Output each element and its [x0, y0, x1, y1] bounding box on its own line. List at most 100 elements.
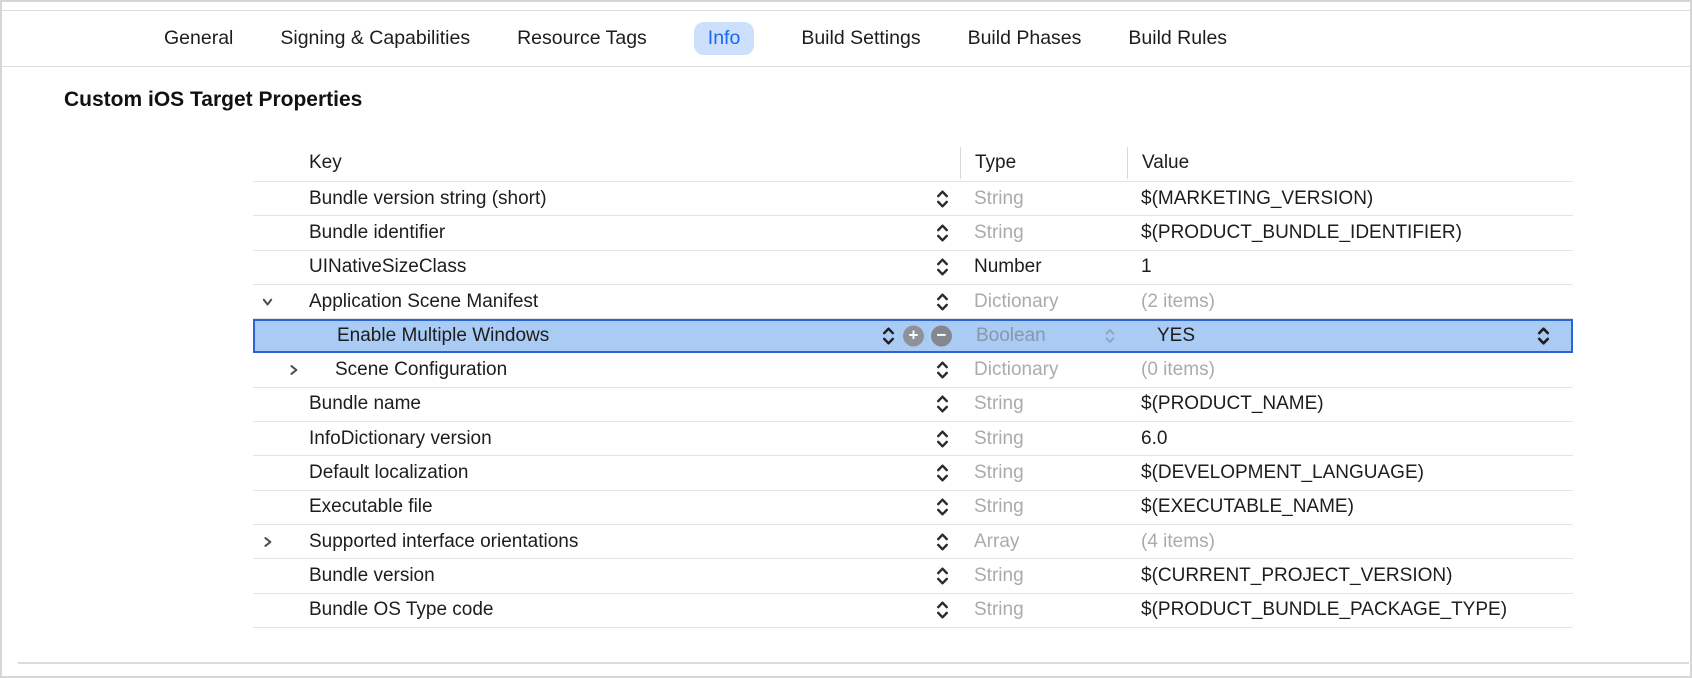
key-cell: Application Scene Manifest	[253, 285, 960, 318]
value-cell[interactable]: $(PRODUCT_BUNDLE_IDENTIFIER)	[1127, 216, 1573, 249]
type-cell[interactable]: Dictionary	[960, 285, 1127, 318]
key-cell: Bundle version string (short)	[253, 182, 960, 215]
table-row[interactable]: InfoDictionary version String 6.0	[253, 422, 1573, 457]
key-label: InfoDictionary version	[309, 427, 492, 449]
type-cell[interactable]: String	[960, 422, 1127, 455]
type-label: String	[974, 221, 1024, 243]
disclosure-collapsed-icon[interactable]	[287, 364, 300, 377]
type-label: String	[974, 462, 1024, 484]
value-cell[interactable]: $(DEVELOPMENT_LANGUAGE)	[1127, 456, 1573, 489]
table-row[interactable]: Scene Configuration Dictionary (0 items)	[253, 353, 1573, 388]
row-controls	[935, 463, 950, 484]
type-label: Dictionary	[974, 290, 1059, 312]
value-cell[interactable]: $(PRODUCT_NAME)	[1127, 388, 1573, 421]
type-label: String	[974, 564, 1024, 586]
table-row[interactable]: Executable file String $(EXECUTABLE_NAME)	[253, 490, 1573, 525]
table-row[interactable]: Application Scene Manifest Dictionary (2 i…	[253, 284, 1573, 320]
key-label: UINativeSizeClass	[309, 256, 467, 278]
tab-signing-capabilities[interactable]: Signing & Capabilities	[280, 27, 471, 49]
value-stepper-icon[interactable]	[935, 291, 950, 312]
table-row[interactable]: Default localization String $(DEVELOPMENT_…	[253, 456, 1573, 491]
tab-general[interactable]: General	[164, 27, 234, 49]
type-cell[interactable]: Boolean	[962, 321, 1129, 351]
add-row-button[interactable]: +	[903, 325, 924, 347]
tab-bar: General Signing & Capabilities Resource Ta…	[0, 10, 1692, 67]
value-stepper-icon[interactable]	[935, 394, 950, 415]
column-header-key: Key	[309, 151, 342, 173]
key-label: Executable file	[309, 496, 433, 518]
value-stepper-icon[interactable]	[935, 257, 950, 278]
key-label: Enable Multiple Windows	[337, 325, 550, 347]
value-cell[interactable]: $(PRODUCT_BUNDLE_PACKAGE_TYPE)	[1127, 594, 1573, 627]
value-popup-chevron-icon[interactable]	[1536, 326, 1551, 347]
key-cell: Default localization	[253, 456, 960, 489]
type-cell[interactable]: String	[960, 182, 1127, 215]
value-label: 6.0	[1141, 427, 1168, 449]
key-label: Supported interface orientations	[309, 530, 579, 552]
table-row[interactable]: Bundle identifier String $(PRODUCT_BUNDLE_…	[253, 216, 1573, 251]
value-stepper-icon[interactable]	[935, 428, 950, 449]
value-cell[interactable]: YES	[1129, 321, 1575, 351]
table-row[interactable]: Bundle OS Type code String $(PRODUCT_BUNDL…	[253, 593, 1573, 628]
value-cell[interactable]: $(MARKETING_VERSION)	[1127, 182, 1573, 215]
table-row[interactable]: Enable Multiple Windows + − Boolean YES	[253, 319, 1575, 354]
value-label: $(EXECUTABLE_NAME)	[1141, 496, 1354, 518]
tab-build-phases[interactable]: Build Phases	[967, 27, 1082, 49]
value-label: $(DEVELOPMENT_LANGUAGE)	[1141, 462, 1424, 484]
tab-build-settings[interactable]: Build Settings	[801, 27, 921, 49]
type-popup-chevron-icon[interactable]	[1104, 328, 1116, 345]
table-row[interactable]: Bundle version String $(CURRENT_PROJECT_VE…	[253, 559, 1573, 594]
key-cell: Supported interface orientations	[253, 525, 960, 558]
row-controls	[935, 497, 950, 518]
value-stepper-icon[interactable]	[935, 360, 950, 381]
key-cell: UINativeSizeClass	[253, 251, 960, 284]
value-cell[interactable]: $(CURRENT_PROJECT_VERSION)	[1127, 559, 1573, 592]
key-cell: Scene Configuration	[253, 353, 960, 386]
type-cell[interactable]: String	[960, 216, 1127, 249]
row-controls	[935, 360, 950, 381]
table-row[interactable]: Supported interface orientations Array (4 …	[253, 524, 1573, 560]
tab-info[interactable]: Info	[693, 22, 755, 55]
disclosure-expanded-icon[interactable]	[261, 295, 274, 308]
value-stepper-icon[interactable]	[935, 222, 950, 243]
value-stepper-icon[interactable]	[935, 565, 950, 586]
value-stepper-icon[interactable]	[935, 463, 950, 484]
value-stepper-icon[interactable]	[881, 326, 896, 347]
type-cell[interactable]: String	[960, 388, 1127, 421]
value-label: $(CURRENT_PROJECT_VERSION)	[1141, 564, 1453, 586]
type-cell[interactable]: String	[960, 491, 1127, 524]
value-stepper-icon[interactable]	[935, 531, 950, 552]
column-header-value: Value	[1127, 146, 1573, 179]
type-cell[interactable]: Dictionary	[960, 353, 1127, 386]
value-label: $(MARKETING_VERSION)	[1141, 187, 1374, 209]
type-cell[interactable]: Array	[960, 525, 1127, 558]
tab-resource-tags[interactable]: Resource Tags	[517, 27, 647, 49]
type-cell[interactable]: Number	[960, 251, 1127, 284]
value-stepper-icon[interactable]	[935, 188, 950, 209]
value-cell[interactable]: (0 items)	[1127, 353, 1573, 386]
tab-build-rules[interactable]: Build Rules	[1128, 27, 1228, 49]
row-controls	[935, 188, 950, 209]
column-header-type: Type	[960, 146, 1127, 179]
table-row[interactable]: UINativeSizeClass Number 1	[253, 250, 1573, 285]
table-row[interactable]: Bundle version string (short) String $(MAR…	[253, 182, 1573, 217]
key-label: Bundle OS Type code	[309, 599, 494, 621]
type-cell[interactable]: String	[960, 594, 1127, 627]
value-stepper-icon[interactable]	[935, 497, 950, 518]
remove-row-button[interactable]: −	[931, 325, 952, 347]
table-row[interactable]: Bundle name String $(PRODUCT_NAME)	[253, 387, 1573, 423]
type-cell[interactable]: String	[960, 559, 1127, 592]
value-cell[interactable]: (2 items)	[1127, 285, 1573, 318]
type-label: String	[974, 496, 1024, 518]
row-controls	[935, 291, 950, 312]
value-cell[interactable]: (4 items)	[1127, 525, 1573, 558]
value-cell[interactable]: 6.0	[1127, 422, 1573, 455]
key-cell: Bundle version	[253, 559, 960, 592]
type-label: Dictionary	[974, 359, 1059, 381]
type-cell[interactable]: String	[960, 456, 1127, 489]
value-cell[interactable]: $(EXECUTABLE_NAME)	[1127, 491, 1573, 524]
disclosure-collapsed-icon[interactable]	[261, 535, 274, 548]
value-cell[interactable]: 1	[1127, 251, 1573, 284]
row-controls	[935, 394, 950, 415]
value-stepper-icon[interactable]	[935, 600, 950, 621]
